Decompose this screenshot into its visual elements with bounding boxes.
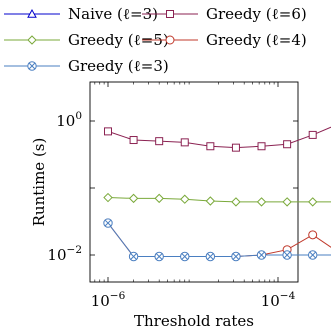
diamond-marker [103,192,113,203]
crossed-circle-marker [180,251,190,262]
tick-exponent: −6 [110,290,126,302]
square-marker [231,143,240,152]
diamond-marker [282,197,292,207]
series-layer [103,126,331,262]
crossed-circle-marker [231,251,241,262]
crossed-circle-marker [205,251,216,262]
series-2 [103,192,331,207]
square-marker [206,142,215,151]
diamond-marker [205,196,216,206]
legend-entry-3: Greedy (ℓ=4) [142,31,307,49]
diamond-marker [307,197,318,207]
tick-exponent: −4 [280,290,296,302]
triangle-marker [27,8,37,18]
crossed-circle-marker [154,251,164,262]
y-tick-label: 10−2 [47,244,82,264]
diamond-marker [231,197,241,207]
diamond-marker [180,194,190,204]
square-marker [257,142,266,151]
circle-marker [308,230,318,240]
marker-cross-b [28,62,36,70]
marker-cross-b [258,251,265,259]
crossed-circle-marker [128,251,139,262]
square-marker [283,140,292,149]
square-marker [129,136,138,145]
marker-cross-b [181,253,189,260]
square-marker [308,130,317,139]
diamond-marker [27,35,37,45]
crossed-circle-marker [103,218,113,228]
series-line [107,126,331,149]
series-1 [104,126,331,152]
series-line [107,222,331,257]
series-line [107,197,331,203]
marker-cross-b [155,253,163,260]
tick-base: 10 [91,292,110,310]
x-tick-label: 10−4 [261,290,296,310]
diamond-marker [154,193,164,204]
square-marker [180,138,189,147]
square-marker [155,137,164,146]
marker-cross-b [104,219,112,227]
crossed-circle-marker [256,250,267,260]
axis-ticks: 10−610−410−210−2100102 [47,82,298,310]
crossed-circle-marker [308,250,318,260]
crossed-circle-marker [282,250,292,260]
tick-base: 10 [261,292,280,310]
legend-label: Greedy (ℓ=4) [206,31,307,49]
tick-base: 10 [47,246,66,264]
series-line [107,222,331,257]
legend: Naive (ℓ=3) Greedy (ℓ=6) Greedy (ℓ=5) Greed… [4,5,307,75]
marker-cross-b [309,251,317,259]
legend-entry-2: Greedy (ℓ=5) [4,31,169,49]
y-tick-label: 100 [56,110,82,130]
marker-cross-b [130,253,137,260]
legend-entry-4: Greedy (ℓ=3) [4,57,169,75]
tick-base: 10 [56,112,75,130]
circle-marker [165,35,175,45]
tick-exponent: −2 [67,244,82,256]
legend-entry-0: Naive (ℓ=3) [4,5,158,23]
diamond-marker [128,193,139,204]
legend-label: Naive (ℓ=3) [68,5,158,23]
legend-label: Greedy (ℓ=5) [68,31,169,49]
legend-label: Greedy (ℓ=6) [206,5,307,23]
marker-cross-b [232,253,240,260]
square-marker [166,10,174,18]
legend-entry-1: Greedy (ℓ=6) [142,5,307,23]
tick-exponent: 0 [75,110,82,122]
plot-frame [89,81,299,283]
series-3 [103,218,331,261]
marker-cross-b [207,253,214,260]
diamond-marker [256,197,267,207]
x-axis-label: Threshold rates [134,312,254,330]
crossed-circle-marker [27,61,37,71]
marker-cross-b [283,251,291,259]
series-4 [103,218,331,262]
legend-label: Greedy (ℓ=3) [68,57,169,75]
y-axis-label: Runtime (s) [30,138,48,227]
square-marker [104,127,112,136]
x-tick-label: 10−6 [91,290,126,310]
